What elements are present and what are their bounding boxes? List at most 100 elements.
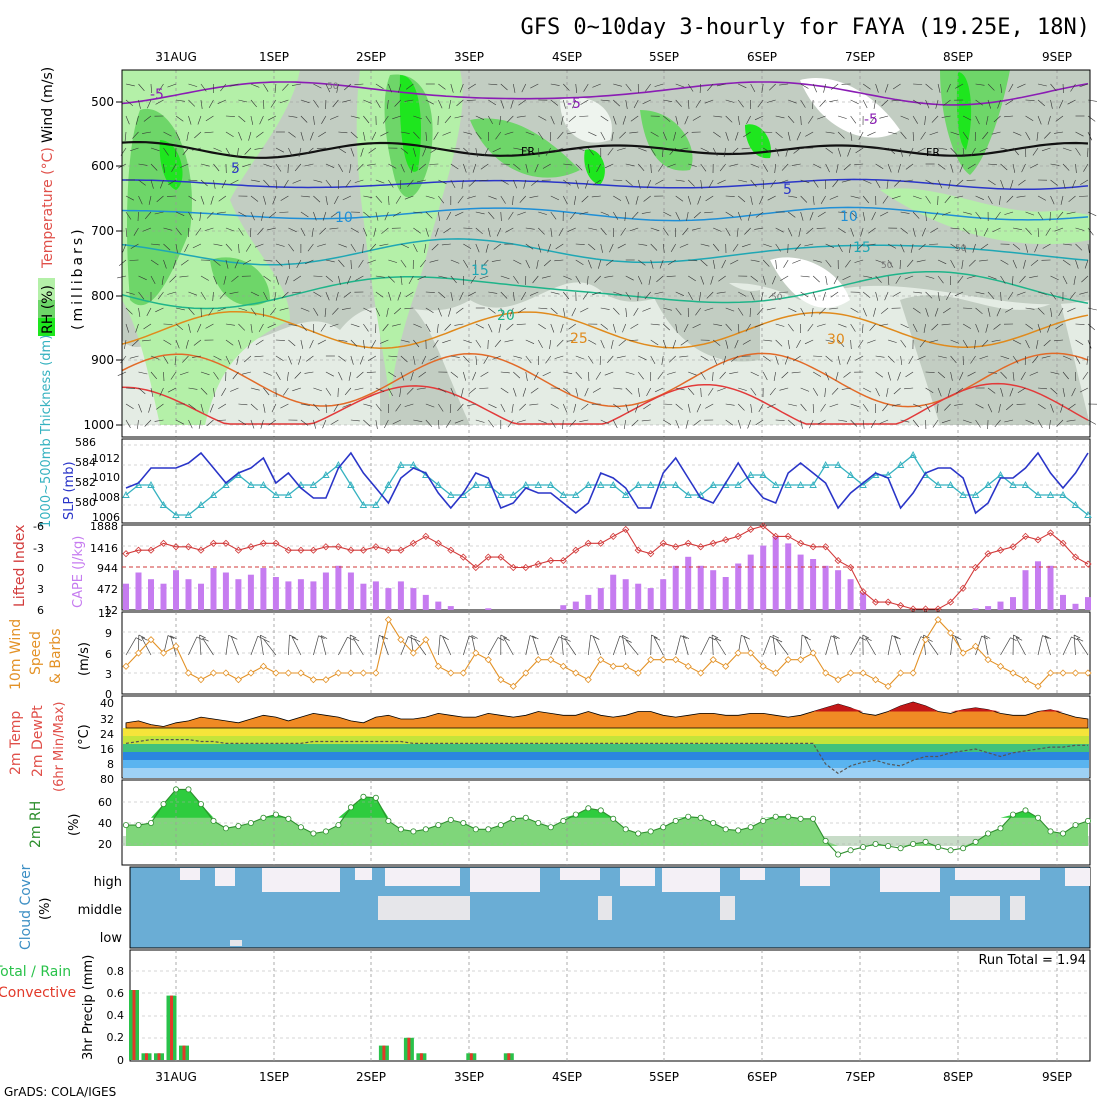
wind-barb [800,83,809,89]
wind-barb [843,163,851,171]
day-label-top: 3SEP [454,50,484,64]
cape-bar [747,554,754,610]
wind-barb [988,163,998,166]
rh2m-marker [510,815,517,822]
wind-barb [987,83,995,91]
wind-barb [542,371,551,377]
wind-speed-marker [872,676,880,684]
wind-barb [309,131,314,141]
rh2m-marker [947,847,954,854]
wind-barb [288,147,293,157]
wind-barb [316,147,326,149]
wind-barb [274,291,277,301]
rh2m-marker [660,824,667,831]
wind-barb [163,131,172,137]
wind-barb [912,307,921,314]
wind10m-axis-label: 10m Wind [8,619,24,690]
wind-barb [687,291,693,301]
wind-barb [699,83,702,94]
wind-barb [607,147,614,156]
cloud-gaps [180,868,1090,946]
cape-bar [135,572,142,610]
li-ticks: -6 -3 0 3 6 [33,520,44,617]
wind-barb [350,115,360,119]
wind-barb [622,323,627,333]
wind-barb [700,243,710,247]
wind-barb [342,403,351,408]
wind-barb [420,259,427,268]
wind-barb [513,83,516,93]
wind-barb [725,323,732,331]
wind-speed-marker [122,662,130,670]
wind-barb [658,163,664,172]
wind-barb [894,179,901,187]
slp-right-ticks: 1012 1010 1008 1006 [92,452,120,524]
wind-barb [406,387,414,395]
rh2m-marker [285,815,292,822]
wind-barb [230,387,239,392]
cape-bar [435,601,442,610]
wind-barb [663,307,672,311]
thickness-marker [534,481,543,488]
wind-speed-marker [1084,669,1092,677]
wind-barb [163,227,173,231]
wind-barb [505,227,514,233]
wind-barb [424,243,427,253]
wind-barb [712,243,720,252]
wind-barb [263,371,272,376]
pressure-tick: 500 [91,95,114,109]
isotherm-label: 15 [853,240,871,256]
wind-barb [292,179,302,184]
wind-barb [875,275,882,283]
wind-barb [900,211,910,214]
wind-barb [225,323,235,326]
wind-barb [604,163,614,169]
lifted-index-marker [884,598,892,606]
wind-barb [750,387,757,396]
wind-barb [999,195,1001,205]
wind-barb [550,195,560,201]
wind-barb [475,227,483,235]
wind-barb [600,243,603,253]
wind-speed-marker [847,669,855,677]
wind-barb [787,211,796,218]
wind-barb [796,131,801,141]
wind-barb [567,227,576,232]
thickness-marker [1021,481,1030,488]
rh2m-marker [172,786,179,793]
wind-barb [463,131,473,135]
thickness-marker [796,481,805,488]
wind-barb [450,147,460,150]
wind-barb [813,163,822,169]
wind-barb [450,355,460,358]
wind-speed-marker [172,642,180,650]
wind-barb [125,419,131,428]
wind-barb [987,403,993,413]
wind-barb [863,179,872,184]
li-tick: 3 [37,583,44,596]
wind-barb [381,227,389,234]
temp-tick: 32 [100,713,114,726]
wind-barb [775,227,784,233]
wind-barb [804,243,814,247]
wind-barb [737,419,742,429]
wind-barb [309,339,314,349]
wind-barb [285,275,289,285]
wind-barb [1029,163,1039,169]
wind-barb [408,275,414,285]
wind-barb [144,211,152,220]
wind-barb [238,323,246,331]
wind-barb [961,259,964,269]
wind-barb [881,99,889,107]
wind-barb [925,307,929,317]
wind-barb [296,259,302,269]
thickness-marker [372,501,380,508]
wind-barb [1044,131,1051,139]
wind-barb [263,179,270,187]
slp-grid [122,439,1090,523]
wind10m-barb-flag [955,636,962,640]
wind-speed-marker [534,656,542,664]
wind-barb [488,403,497,409]
wind-barb [962,339,968,348]
wind-barb [325,195,328,205]
